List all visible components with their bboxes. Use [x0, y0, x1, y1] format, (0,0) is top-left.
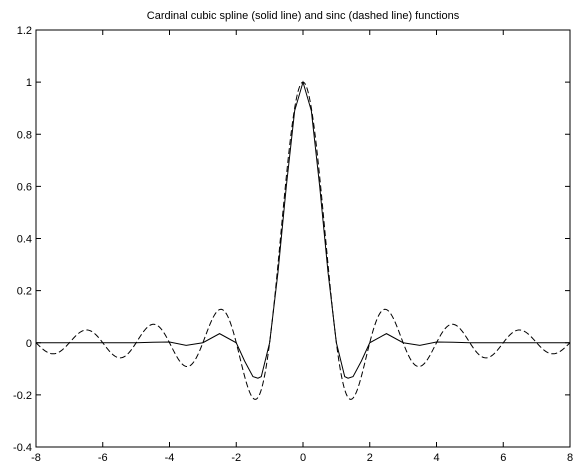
sinc-dashed-line — [35, 81, 571, 400]
y-tick-label: 1 — [26, 77, 32, 89]
y-tick-label: 0.6 — [17, 181, 32, 193]
y-tick-label: 1.2 — [17, 25, 32, 37]
chart-title: Cardinal cubic spline (solid line) and s… — [147, 10, 460, 22]
x-tick-label: 0 — [300, 452, 306, 464]
series-group — [35, 80, 571, 400]
y-tick-label: -0.4 — [13, 442, 32, 454]
x-tick-label: -2 — [231, 452, 241, 464]
x-tick-label: -6 — [98, 452, 108, 464]
axis-ticks: -8 -6 -4 -2 0 2 4 6 8 -0.4 -0.2 0 0.2 0.4 0.6 0.8 1 1.2 — [13, 25, 573, 464]
x-tick-label: 2 — [367, 452, 373, 464]
y-tick-label: 0.8 — [17, 129, 32, 141]
cubic-spline-solid-line — [36, 80, 570, 379]
y-tick-label: -0.2 — [13, 390, 32, 402]
x-tick-label: -8 — [31, 452, 41, 464]
y-tick-label: 0.2 — [17, 286, 32, 298]
y-tick-label: 0.4 — [17, 234, 32, 246]
x-tick-label: 4 — [433, 452, 439, 464]
x-tick-label: -4 — [165, 452, 175, 464]
x-tick-label: 6 — [500, 452, 506, 464]
y-tick-label: 0 — [26, 338, 32, 350]
plot-frame — [35, 29, 571, 448]
x-tick-label: 8 — [567, 452, 573, 464]
